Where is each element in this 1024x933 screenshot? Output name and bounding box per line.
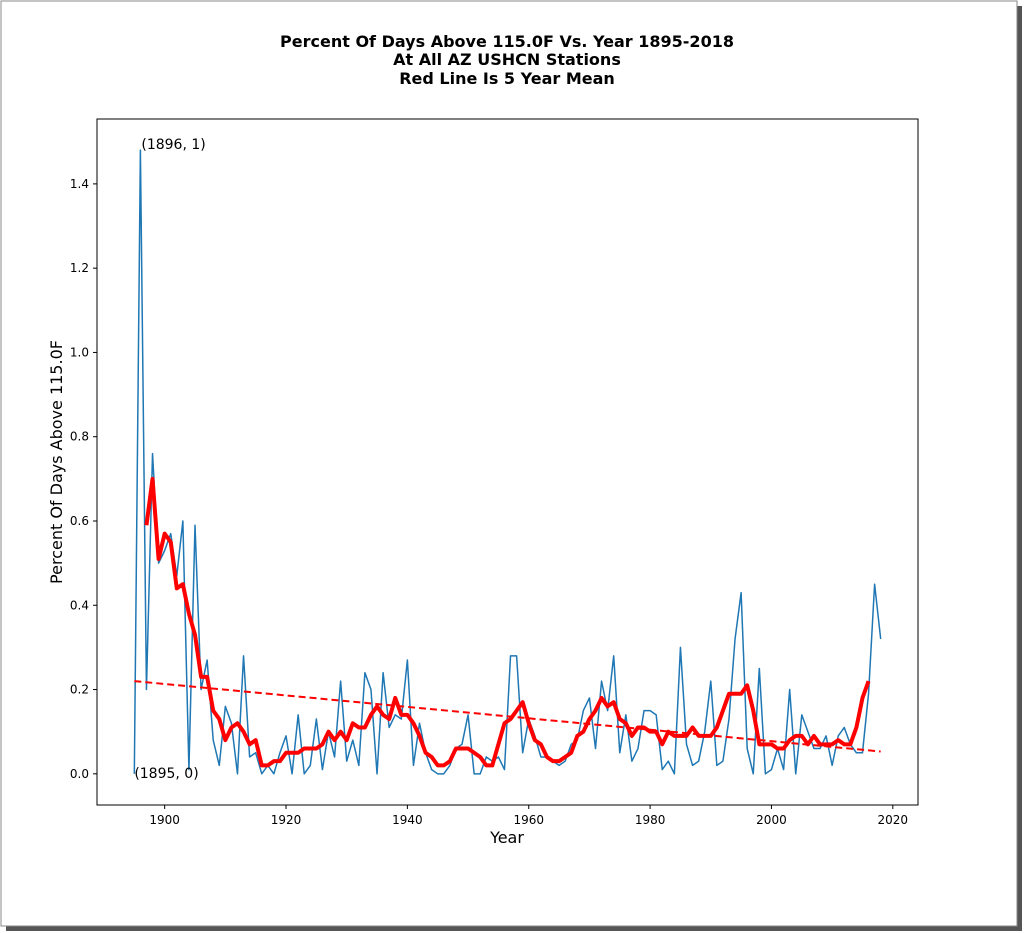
y-tick-label: 1.2 xyxy=(70,261,89,275)
chart-title: Red Line Is 5 Year Mean xyxy=(399,69,615,88)
y-tick-label: 0.6 xyxy=(70,514,89,528)
plot-frame xyxy=(96,118,919,806)
annotation: (1895, 0) xyxy=(134,766,198,782)
x-tick-label: 1900 xyxy=(149,813,180,827)
x-tick-label: 2020 xyxy=(878,813,909,827)
y-tick-label: 0.0 xyxy=(70,767,89,781)
y-tick-label: 1.4 xyxy=(70,177,89,191)
chart-title: Percent Of Days Above 115.0F Vs. Year 18… xyxy=(280,32,734,51)
y-tick-label: 0.2 xyxy=(70,683,89,697)
chart-title: At All AZ USHCN Stations xyxy=(393,50,621,69)
y-tick-label: 0.8 xyxy=(70,430,89,444)
data-line xyxy=(134,680,881,753)
x-tick-label: 1980 xyxy=(635,813,666,827)
annotation: (1896, 1) xyxy=(141,137,205,153)
x-tick-label: 1920 xyxy=(271,813,302,827)
x-axis-label: Year xyxy=(489,828,524,847)
x-tick-label: 1940 xyxy=(392,813,423,827)
y-tick-label: 1.0 xyxy=(70,345,89,359)
x-tick-label: 1960 xyxy=(513,813,544,827)
x-tick-label: 2000 xyxy=(756,813,787,827)
data-line xyxy=(144,476,871,768)
y-tick-label: 0.4 xyxy=(70,598,89,612)
y-axis-label: Percent Of Days Above 115.0F xyxy=(47,340,66,584)
